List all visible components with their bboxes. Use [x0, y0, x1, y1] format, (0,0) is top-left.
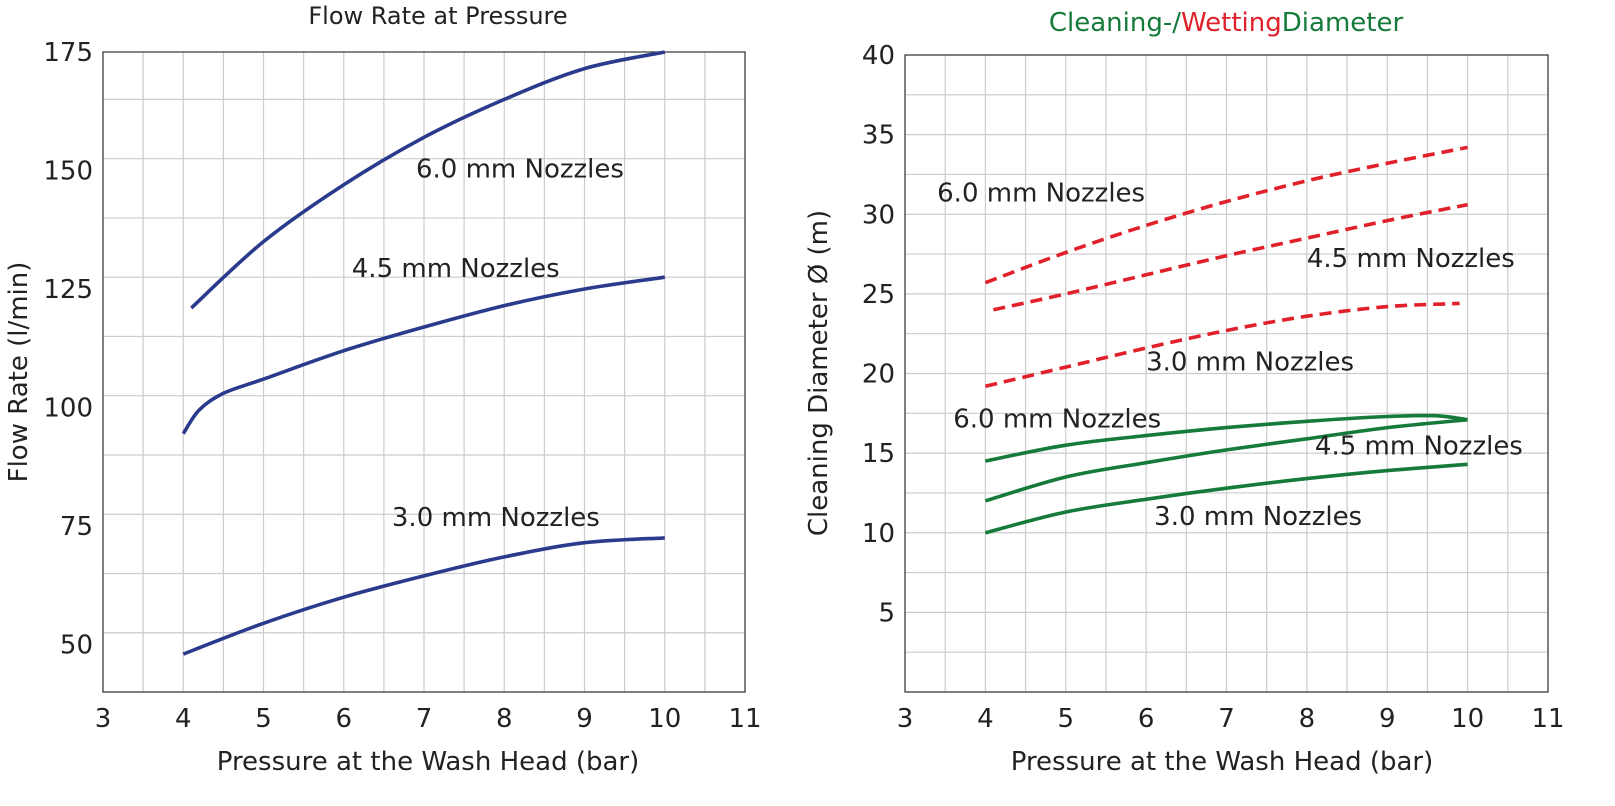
y-tick-label: 75 — [60, 512, 93, 542]
title-part-wetting: Wetting — [1181, 8, 1282, 38]
wetting-series-45mm-line — [993, 202, 1468, 312]
y-tick-label: 25 — [862, 280, 895, 310]
chart-title: Cleaning-/WettingDiameter — [1049, 8, 1404, 38]
series-annotation-label: 6.0 mm Nozzles — [953, 405, 1161, 435]
x-tick-labels: 3 4 5 6 7 8 9 10 11 — [95, 704, 762, 734]
flow-series-45mm-line — [181, 275, 666, 435]
series-group — [984, 145, 1468, 535]
y-tick-label: 100 — [43, 394, 93, 424]
y-tick-labels: 5 10 15 20 25 30 35 40 — [862, 41, 895, 628]
x-tick-label: 4 — [977, 704, 994, 734]
y-tick-label: 20 — [862, 360, 895, 390]
cleaning-series-45mm-line — [984, 417, 1468, 503]
series-annotation-label: 6.0 mm Nozzles — [937, 179, 1145, 209]
flow-series-30mm-line — [182, 536, 665, 656]
x-tick-label: 10 — [1451, 704, 1484, 734]
flow-rate-chart: Flow Rate at Pressure 3 4 5 6 7 8 9 10 11 50 75 10… — [4, 2, 762, 777]
series-annotation-label: 3.0 mm Nozzles — [1146, 347, 1354, 377]
cleaning-series-60mm-line — [985, 413, 1468, 463]
x-tick-label: 5 — [255, 704, 272, 734]
y-tick-label: 35 — [862, 121, 895, 151]
x-tick-label: 9 — [1379, 704, 1396, 734]
y-tick-label: 5 — [878, 598, 895, 628]
series-annotation-label: 4.5 mm Nozzles — [1307, 244, 1515, 274]
y-axis-label: Flow Rate (l/min) — [4, 262, 34, 483]
x-tick-label: 6 — [335, 704, 352, 734]
annotations: 6.0 mm Nozzles 4.5 mm Nozzles 3.0 mm Nozzl… — [937, 179, 1523, 532]
x-tick-label: 10 — [648, 704, 681, 734]
x-tick-label: 5 — [1057, 704, 1074, 734]
x-tick-label: 4 — [175, 704, 192, 734]
plot-frame — [102, 51, 746, 693]
annotations: 6.0 mm Nozzles 4.5 mm Nozzles 3.0 mm Nozzl… — [352, 155, 624, 533]
cleaning-diameter-chart: Cleaning-/WettingDiameter 3 4 5 6 7 8 9 10 11 5 1… — [804, 8, 1565, 777]
y-tick-label: 30 — [862, 200, 895, 230]
x-tick-label: 7 — [1218, 704, 1235, 734]
cleaning-series-30mm-line — [984, 462, 1468, 535]
x-axis-label: Pressure at the Wash Head (bar) — [1011, 747, 1434, 777]
x-tick-label: 6 — [1138, 704, 1155, 734]
y-tick-label: 175 — [43, 38, 93, 68]
series-annotation-label: 4.5 mm Nozzles — [1315, 432, 1523, 462]
x-tick-label: 3 — [95, 704, 112, 734]
y-tick-label: 40 — [862, 41, 895, 71]
x-tick-label: 3 — [897, 704, 914, 734]
grid — [102, 52, 746, 693]
series-group — [181, 50, 666, 656]
chart-title: Flow Rate at Pressure — [308, 2, 567, 30]
grid — [904, 54, 1549, 693]
y-tick-label: 10 — [862, 519, 895, 549]
y-axis-label: Cleaning Diameter Ø (m) — [804, 210, 834, 536]
x-tick-label: 11 — [728, 704, 761, 734]
series-annotation-label: 3.0 mm Nozzles — [392, 503, 600, 533]
series-annotation-label: 3.0 mm Nozzles — [1154, 502, 1362, 532]
y-tick-label: 150 — [43, 157, 93, 187]
x-tick-label: 11 — [1531, 704, 1564, 734]
y-tick-label: 50 — [60, 631, 93, 661]
x-tick-label: 8 — [496, 704, 513, 734]
plot-frame — [904, 54, 1549, 693]
wetting-series-30mm-line — [984, 301, 1460, 388]
y-tick-label: 15 — [862, 439, 895, 469]
y-tick-label: 125 — [43, 275, 93, 305]
y-tick-labels: 50 75 100 125 150 175 — [43, 38, 93, 661]
title-part-diameter: Diameter — [1282, 8, 1404, 38]
series-annotation-label: 6.0 mm Nozzles — [416, 155, 624, 185]
flow-series-60mm-line — [190, 50, 666, 310]
x-tick-labels: 3 4 5 6 7 8 9 10 11 — [897, 704, 1565, 734]
series-annotation-label: 4.5 mm Nozzles — [352, 254, 560, 284]
wetting-series-60mm-line — [984, 145, 1468, 285]
x-axis-label: Pressure at the Wash Head (bar) — [217, 747, 640, 777]
x-tick-label: 7 — [416, 704, 433, 734]
title-part-cleaning: Cleaning-/ — [1049, 8, 1181, 38]
x-tick-label: 9 — [576, 704, 593, 734]
x-tick-label: 8 — [1299, 704, 1316, 734]
